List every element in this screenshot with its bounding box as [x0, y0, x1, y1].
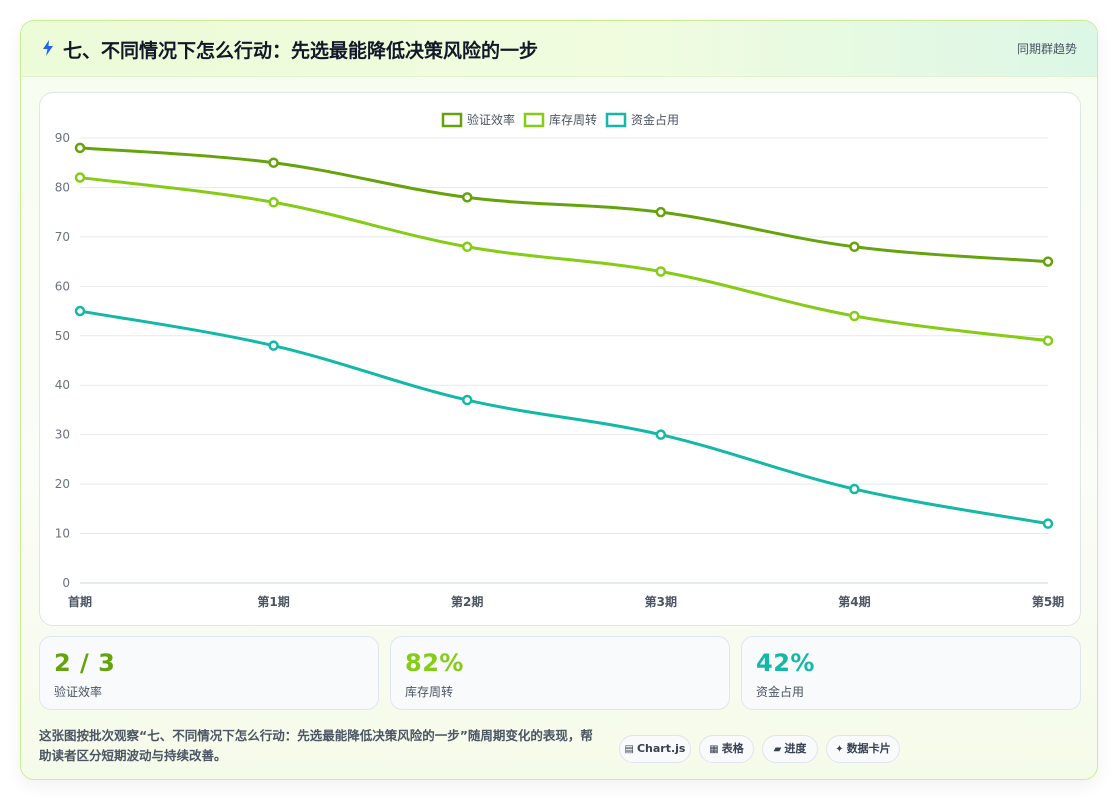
pill-label: Chart.js [636, 742, 686, 755]
x-tick-label: 第5期 [1032, 594, 1064, 609]
legend-swatch [441, 112, 463, 128]
stat-card-validation: 2 / 3 验证效率 [39, 636, 379, 710]
data-point [268, 197, 279, 208]
stat-label: 资金占用 [756, 685, 805, 699]
y-tick-label: 90 [55, 131, 70, 145]
data-point [655, 429, 667, 440]
chart-description: 这张图按批次观察“七、不同情况下怎么行动：先选最能降低决策风险的一步”随周期变化… [39, 728, 593, 763]
y-tick-label: 80 [55, 180, 70, 194]
y-tick-label: 70 [55, 230, 70, 244]
legend-swatch [605, 112, 627, 128]
sparkle-icon: ✦ [835, 744, 844, 755]
stat-cards: 2 / 3 验证效率 82% 库存周转 42% 资金占用 [39, 636, 1081, 710]
stat-label: 验证效率 [54, 685, 103, 699]
table-icon: ▦ [709, 744, 719, 755]
lightning-icon [43, 40, 53, 56]
pill-chartjs[interactable]: ▤ Chart.js [619, 735, 691, 763]
y-tick-label: 10 [55, 527, 70, 541]
x-tick-label: 第4期 [838, 594, 870, 609]
line-chart: 0 10 20 30 40 50 60 70 80 90 首期 第1期 第2期 第3期 第4期 第5期 验证效率… [55, 112, 1064, 609]
x-tick-label: 首期 [68, 594, 92, 609]
stat-card-inventory: 82% 库存周转 [390, 636, 730, 710]
data-point [74, 305, 86, 317]
page-title: 七、不同情况下怎么行动：先选最能降低决策风险的一步 [63, 40, 539, 62]
chart-icon: ▤ [624, 744, 634, 755]
data-point [1042, 256, 1054, 267]
y-tick-label: 30 [55, 428, 70, 442]
data-point [74, 142, 86, 154]
y-tick-label: 20 [55, 477, 70, 491]
stat-value: 42% [756, 649, 815, 677]
data-point [849, 241, 860, 253]
stat-label: 库存周转 [405, 685, 454, 699]
data-point [849, 483, 860, 495]
legend-swatch [523, 112, 545, 128]
pill-data-cards[interactable]: ✦ 数据卡片 [826, 735, 900, 763]
y-tick-label: 40 [55, 378, 70, 392]
data-point [74, 172, 86, 183]
y-tick-label: 50 [55, 329, 70, 343]
x-tick-label: 第3期 [645, 594, 677, 609]
stat-value: 82% [405, 649, 464, 677]
progress-icon: ▰ [773, 744, 782, 755]
x-tick-label: 第2期 [451, 594, 483, 609]
data-point [655, 206, 667, 218]
data-point [268, 340, 279, 351]
series-line [78, 309, 1050, 526]
header-tag: 同期群趋势 [1016, 42, 1077, 56]
stat-card-capital: 42% 资金占用 [741, 636, 1081, 710]
data-point [1042, 335, 1054, 346]
card-header: 七、不同情况下怎么行动：先选最能降低决策风险的一步 同期群趋势 [21, 21, 1097, 77]
legend-label: 验证效率 [467, 112, 515, 127]
pill-label: 数据卡片 [846, 742, 891, 755]
pill-label: 表格 [721, 742, 744, 755]
data-point [268, 157, 279, 168]
data-point [461, 241, 473, 253]
legend-label: 库存周转 [549, 112, 597, 127]
y-tick-label: 60 [55, 279, 70, 293]
pill-label: 进度 [784, 742, 807, 755]
series-line [78, 146, 1050, 264]
y-tick-label: 0 [62, 576, 70, 590]
pill-list: ▤ Chart.js ▦ 表格 ▰ 进度 ✦ 数据卡片 [619, 735, 900, 763]
data-point [461, 394, 473, 406]
legend-label: 资金占用 [631, 112, 679, 127]
chart-panel: 0 10 20 30 40 50 60 70 80 90 首期 第1期 第2期 第3期 第4期 第5期 验证效率… [39, 92, 1081, 626]
data-point [461, 192, 473, 203]
stat-value: 2 / 3 [54, 649, 116, 677]
x-tick-label: 第1期 [257, 594, 289, 609]
data-point [655, 266, 667, 277]
chart-card: 七、不同情况下怎么行动：先选最能降低决策风险的一步 同期群趋势 0 10 20 30 4… [20, 20, 1098, 780]
data-point [1042, 518, 1054, 529]
pill-progress[interactable]: ▰ 进度 [762, 735, 818, 763]
pill-table[interactable]: ▦ 表格 [699, 735, 754, 763]
series-line [78, 176, 1050, 343]
data-point [849, 310, 860, 322]
